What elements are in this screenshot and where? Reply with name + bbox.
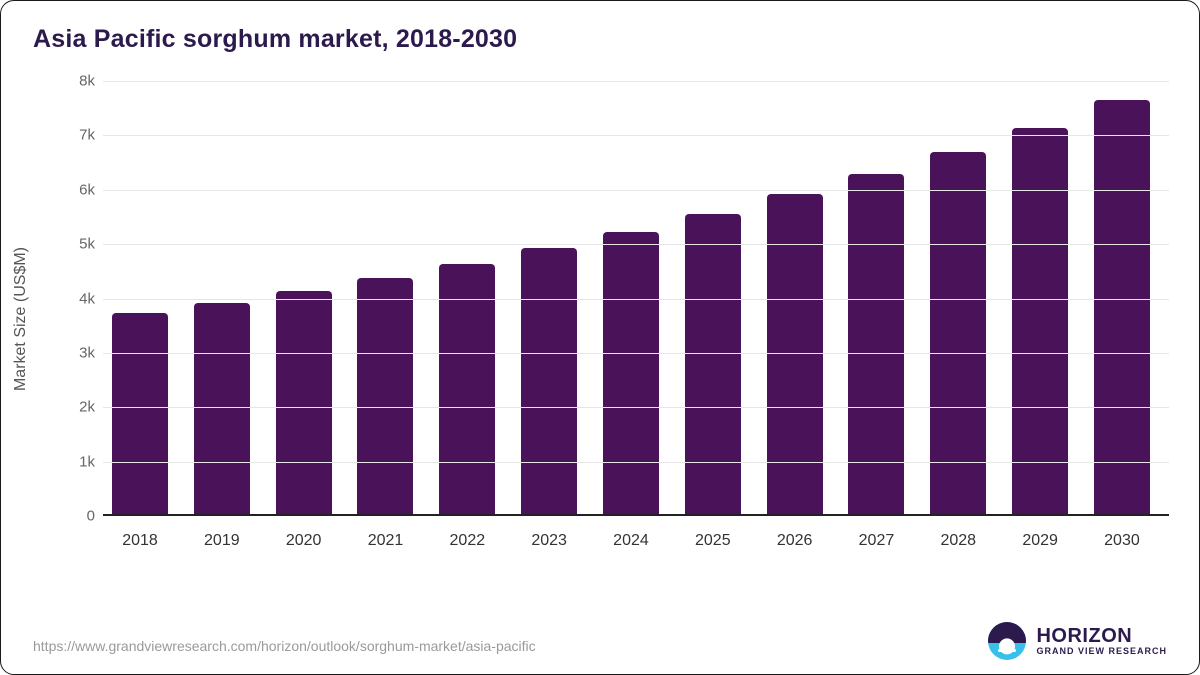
bar-2021[interactable] bbox=[357, 278, 413, 516]
bar-2024[interactable] bbox=[603, 232, 659, 516]
y-axis-tick: 8k bbox=[65, 73, 95, 90]
bar-2026[interactable] bbox=[767, 194, 823, 516]
chart-card: Asia Pacific sorghum market, 2018-2030 M… bbox=[0, 0, 1200, 675]
x-axis-label-2018: 2018 bbox=[109, 532, 171, 550]
gridline bbox=[103, 190, 1169, 191]
horizon-logo-icon bbox=[988, 622, 1026, 660]
y-axis-tick: 1k bbox=[65, 453, 95, 470]
y-axis-tick: 4k bbox=[65, 290, 95, 307]
bar-2027[interactable] bbox=[848, 174, 904, 516]
x-axis-label-2026: 2026 bbox=[764, 532, 826, 550]
x-axis-label-2025: 2025 bbox=[682, 532, 744, 550]
bar-2019[interactable] bbox=[194, 303, 250, 516]
x-axis-label-2024: 2024 bbox=[600, 532, 662, 550]
y-axis-tick: 7k bbox=[65, 127, 95, 144]
gridline bbox=[103, 244, 1169, 245]
y-axis-tick: 0 bbox=[65, 508, 95, 525]
source-url-text: https://www.grandviewresearch.com/horizo… bbox=[33, 638, 536, 654]
y-axis-tick: 6k bbox=[65, 181, 95, 198]
chart-title: Asia Pacific sorghum market, 2018-2030 bbox=[33, 25, 517, 54]
y-axis-tick: 2k bbox=[65, 399, 95, 416]
logo-main-text: HORIZON bbox=[1036, 625, 1167, 647]
plot-area: 2018 2019 2020 2021 2022 2023 2024 2025 2026 2027… bbox=[103, 81, 1169, 516]
horizon-logo: HORIZON GRAND VIEW RESEARCH bbox=[988, 622, 1167, 660]
x-axis-label-2023: 2023 bbox=[518, 532, 580, 550]
bar-2022[interactable] bbox=[439, 264, 495, 516]
gridline bbox=[103, 135, 1169, 136]
bar-2025[interactable] bbox=[685, 214, 741, 516]
y-axis-label: Market Size (US$M) bbox=[12, 246, 30, 390]
x-axis-label-2028: 2028 bbox=[927, 532, 989, 550]
x-axis-label-2027: 2027 bbox=[845, 532, 907, 550]
x-axis-label-2030: 2030 bbox=[1091, 532, 1153, 550]
gridline bbox=[103, 299, 1169, 300]
logo-sub-text: GRAND VIEW RESEARCH bbox=[1036, 647, 1167, 657]
bar-2030[interactable] bbox=[1094, 100, 1150, 516]
bar-2018[interactable] bbox=[112, 313, 168, 516]
chart-area: Market Size (US$M) 2018 2019 2020 2021 2022 2… bbox=[33, 81, 1169, 556]
gridline bbox=[103, 353, 1169, 354]
gridline bbox=[103, 81, 1169, 82]
bar-2029[interactable] bbox=[1012, 128, 1068, 516]
y-axis-tick: 3k bbox=[65, 344, 95, 361]
bar-2020[interactable] bbox=[276, 291, 332, 516]
y-axis-tick: 5k bbox=[65, 236, 95, 253]
x-axis-label-2020: 2020 bbox=[273, 532, 335, 550]
x-axis-baseline bbox=[103, 514, 1169, 516]
x-axis-label-2021: 2021 bbox=[354, 532, 416, 550]
bar-2023[interactable] bbox=[521, 248, 577, 516]
gridline bbox=[103, 407, 1169, 408]
x-axis-label-2019: 2019 bbox=[191, 532, 253, 550]
gridline bbox=[103, 462, 1169, 463]
x-axis-label-2022: 2022 bbox=[436, 532, 498, 550]
x-axis-label-2029: 2029 bbox=[1009, 532, 1071, 550]
